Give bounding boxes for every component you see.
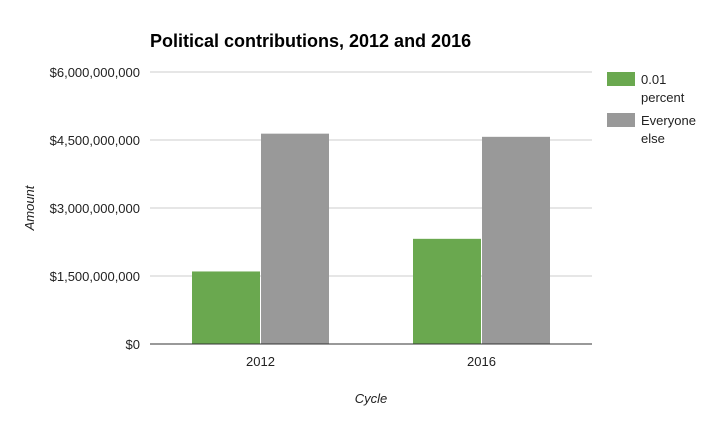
legend-swatch — [607, 113, 635, 127]
bar-2012-series-1 — [261, 133, 329, 344]
legend-label: 0.01 percent — [641, 72, 685, 105]
y-axis-title: Amount — [22, 184, 37, 231]
bar-2012-series-0 — [192, 271, 260, 344]
legend: 0.01 percent Everyone else — [607, 72, 696, 146]
x-axis-title: Cycle — [355, 391, 388, 406]
legend-swatch — [607, 72, 635, 86]
y-tick-label: $0 — [126, 337, 140, 352]
bar-2016-series-0 — [413, 238, 481, 344]
legend-label: Everyone else — [641, 113, 696, 146]
y-tick-label: $4,500,000,000 — [50, 133, 140, 148]
y-tick-label: $6,000,000,000 — [50, 65, 140, 80]
x-axis-tick-labels: 2012 2016 — [246, 354, 496, 369]
legend-label-line: percent — [641, 90, 685, 105]
legend-label-line: Everyone — [641, 113, 696, 128]
y-tick-label: $3,000,000,000 — [50, 201, 140, 216]
legend-label-line: 0.01 — [641, 72, 666, 87]
bars — [192, 133, 550, 344]
y-axis-tick-labels: $0 $1,500,000,000 $3,000,000,000 $4,500,000… — [50, 65, 140, 352]
y-tick-label: $1,500,000,000 — [50, 269, 140, 284]
x-tick-label: 2012 — [246, 354, 275, 369]
bar-2016-series-1 — [482, 136, 550, 344]
chart-title: Political contributions, 2012 and 2016 — [150, 31, 471, 51]
x-tick-label: 2016 — [467, 354, 496, 369]
legend-label-line: else — [641, 131, 665, 146]
